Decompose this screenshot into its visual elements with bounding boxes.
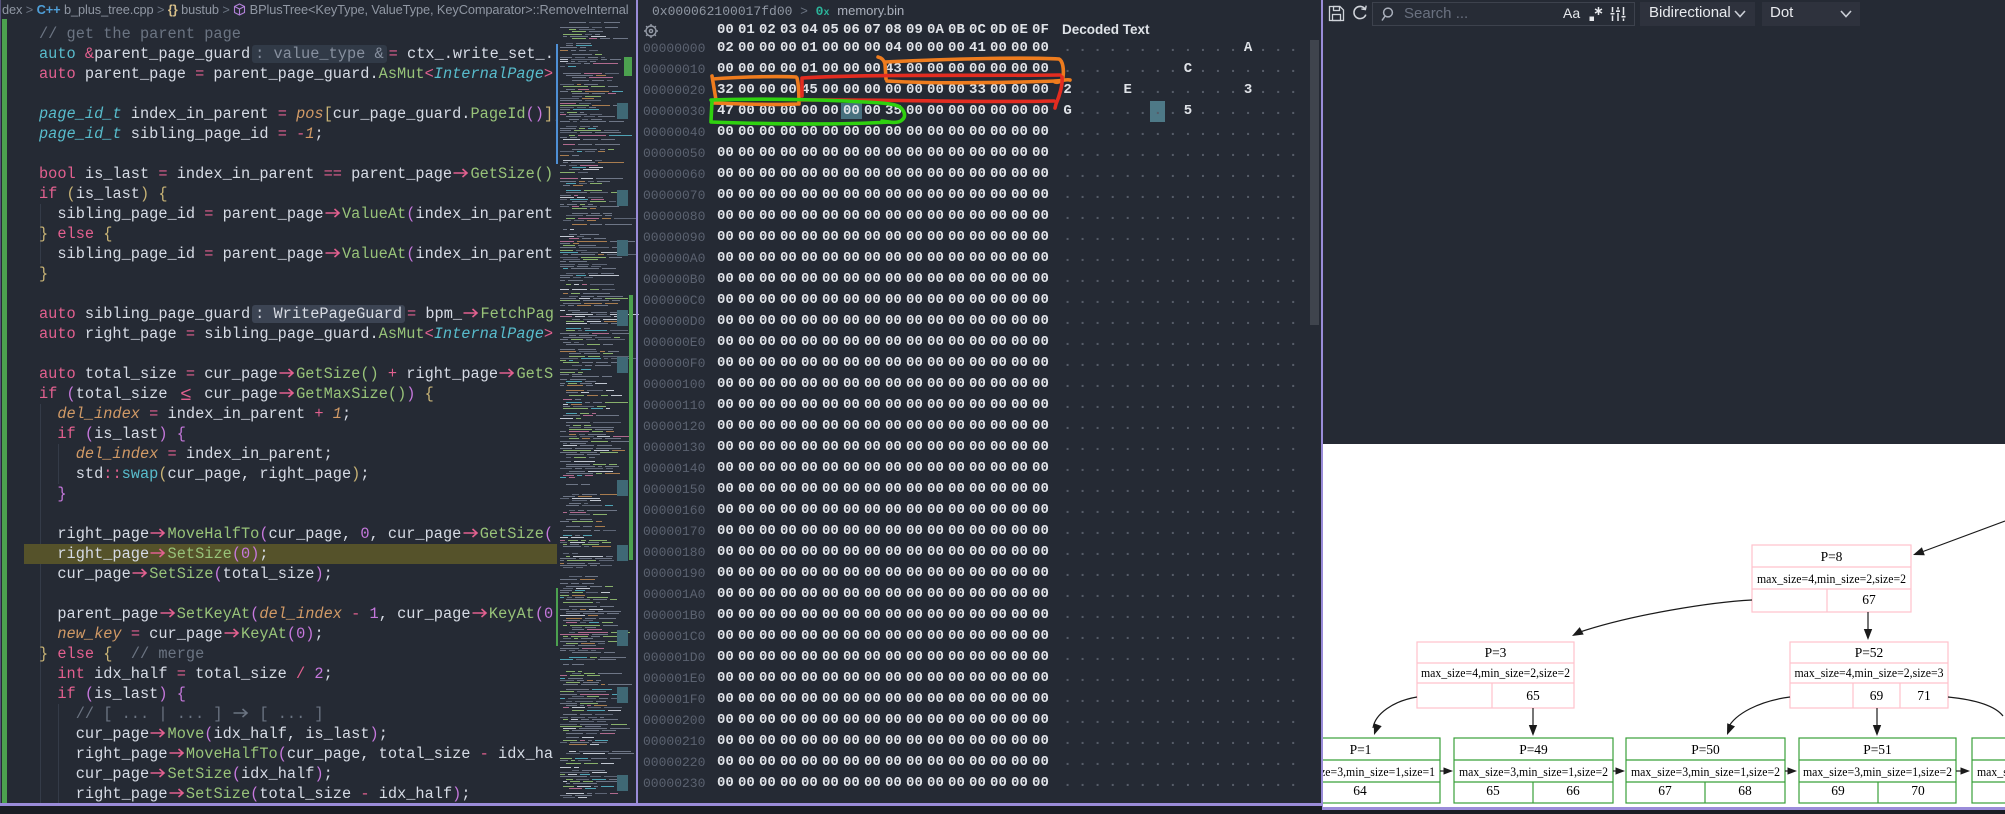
- svg-text:max_size=3,min_size=1,size=2: max_size=3,min_size=1,size=2: [1803, 765, 1952, 779]
- svg-text:69: 69: [1831, 783, 1845, 798]
- svg-text:69: 69: [1870, 688, 1884, 703]
- svg-text:67: 67: [1862, 592, 1876, 607]
- svg-text:65: 65: [1526, 688, 1540, 703]
- svg-text:70: 70: [1911, 783, 1925, 798]
- svg-text:71: 71: [1917, 688, 1931, 703]
- svg-text:68: 68: [1738, 783, 1752, 798]
- svg-text:max_size=4,min_size=2,size=2: max_size=4,min_size=2,size=2: [1757, 572, 1906, 586]
- svg-text:P=51: P=51: [1863, 742, 1892, 757]
- svg-text:P=3: P=3: [1485, 645, 1507, 660]
- svg-text:65: 65: [1486, 783, 1500, 798]
- svg-text:66: 66: [1566, 783, 1580, 798]
- svg-text:P=50: P=50: [1691, 742, 1720, 757]
- svg-text:max_size=3,min_size=1,size=2: max_size=3,min_size=1,size=2: [1459, 765, 1608, 779]
- svg-text:67: 67: [1658, 783, 1672, 798]
- svg-text:max_size=3,min_size=1,size=1: max_size=3,min_size=1,size=1: [1323, 765, 1435, 779]
- svg-text:max_size=3,min_size=1,size=2: max_size=3,min_size=1,size=2: [1631, 765, 1780, 779]
- svg-text:64: 64: [1353, 783, 1367, 798]
- svg-text:max_size=3,min_size=1,size=2: max_size=3,min_size=1,size=2: [1977, 765, 2005, 779]
- svg-text:P=8: P=8: [1821, 549, 1843, 564]
- svg-text:max_size=4,min_size=2,size=3: max_size=4,min_size=2,size=3: [1795, 666, 1944, 680]
- svg-text:P=49: P=49: [1519, 742, 1548, 757]
- svg-text:P=1: P=1: [1350, 742, 1372, 757]
- svg-text:P=52: P=52: [1855, 645, 1884, 660]
- svg-text:max_size=4,min_size=2,size=2: max_size=4,min_size=2,size=2: [1421, 666, 1570, 680]
